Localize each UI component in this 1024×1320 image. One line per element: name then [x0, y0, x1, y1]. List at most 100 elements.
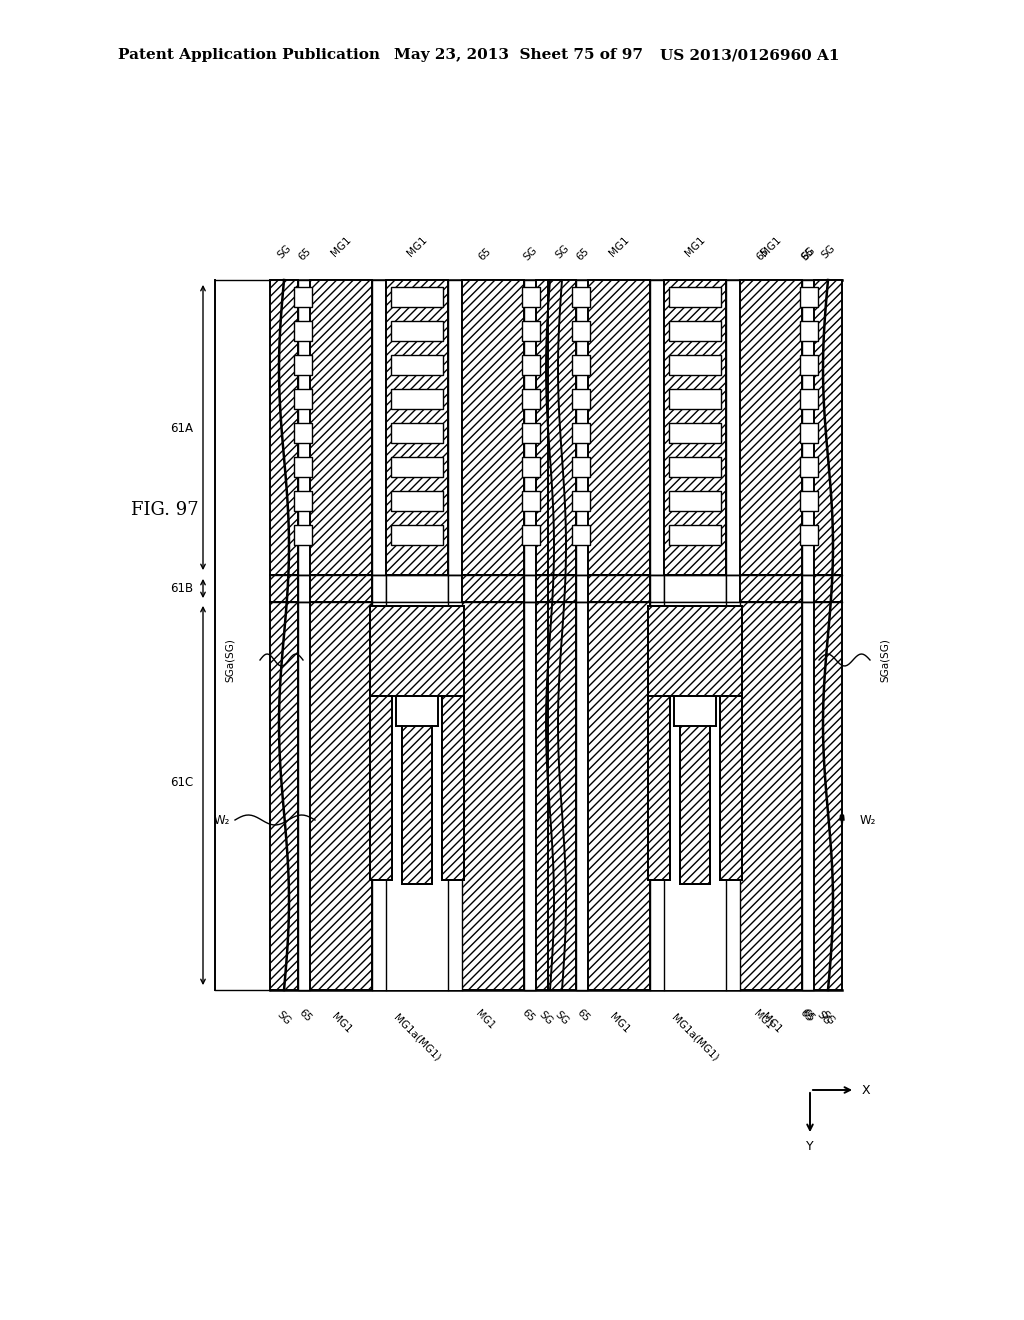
Text: 65: 65: [574, 246, 591, 263]
Bar: [814, 602, 842, 990]
Bar: [740, 576, 802, 602]
Text: MG1: MG1: [474, 1008, 497, 1031]
Bar: [386, 576, 449, 602]
Bar: [372, 280, 386, 576]
Bar: [572, 491, 590, 511]
Bar: [572, 286, 590, 308]
Bar: [575, 602, 588, 990]
Text: FIG. 97: FIG. 97: [131, 502, 199, 519]
Bar: [648, 696, 670, 880]
Bar: [572, 457, 590, 477]
Bar: [802, 280, 814, 576]
Bar: [294, 422, 312, 444]
Text: W₂: W₂: [214, 813, 230, 826]
Text: 65: 65: [800, 246, 816, 263]
Bar: [391, 422, 443, 444]
Text: MG1a(MG1): MG1a(MG1): [670, 1012, 720, 1064]
Text: MG1: MG1: [607, 1011, 631, 1035]
Bar: [669, 457, 721, 477]
Bar: [669, 422, 721, 444]
Text: Y: Y: [806, 1140, 814, 1154]
Bar: [370, 606, 464, 696]
Text: SG: SG: [538, 1010, 555, 1027]
Bar: [294, 491, 312, 511]
Bar: [800, 491, 818, 511]
Bar: [462, 602, 524, 990]
Text: MG1: MG1: [683, 235, 707, 259]
Text: 65: 65: [477, 246, 494, 263]
Bar: [572, 321, 590, 341]
Bar: [294, 321, 312, 341]
Bar: [802, 576, 814, 602]
Bar: [572, 525, 590, 545]
Bar: [270, 280, 298, 576]
Bar: [522, 355, 540, 375]
Bar: [462, 280, 524, 576]
Bar: [402, 726, 432, 884]
Bar: [650, 602, 740, 990]
Bar: [588, 576, 650, 602]
Bar: [449, 576, 462, 602]
Bar: [669, 491, 721, 511]
Bar: [802, 602, 814, 990]
Text: 65: 65: [520, 1007, 537, 1024]
Bar: [588, 602, 650, 990]
Bar: [294, 525, 312, 545]
Bar: [575, 280, 588, 576]
Bar: [572, 389, 590, 409]
Bar: [548, 602, 575, 990]
Bar: [740, 280, 802, 576]
Bar: [572, 422, 590, 444]
Bar: [524, 602, 536, 990]
Bar: [650, 280, 664, 576]
Bar: [548, 280, 575, 576]
Text: May 23, 2013  Sheet 75 of 97: May 23, 2013 Sheet 75 of 97: [394, 49, 643, 62]
Bar: [449, 280, 462, 576]
Bar: [726, 280, 740, 576]
Bar: [391, 321, 443, 341]
Text: MG1: MG1: [759, 1011, 783, 1035]
Text: SG: SG: [553, 1010, 570, 1027]
Text: Patent Application Publication: Patent Application Publication: [118, 49, 380, 62]
Text: MG1: MG1: [759, 235, 783, 259]
Bar: [522, 457, 540, 477]
Bar: [462, 576, 524, 602]
Bar: [669, 389, 721, 409]
Bar: [391, 525, 443, 545]
Bar: [650, 576, 664, 602]
Text: MG1a(MG1): MG1a(MG1): [391, 1012, 442, 1064]
Bar: [800, 457, 818, 477]
Text: SG: SG: [819, 243, 837, 261]
Text: SG: SG: [800, 246, 817, 263]
Text: MG1: MG1: [329, 1011, 353, 1035]
Text: MG1: MG1: [406, 235, 429, 259]
Bar: [294, 355, 312, 375]
Bar: [270, 602, 298, 990]
Bar: [391, 355, 443, 375]
Bar: [664, 576, 726, 602]
Bar: [522, 321, 540, 341]
Text: MG1: MG1: [329, 235, 353, 259]
Bar: [386, 280, 449, 576]
Text: SG: SG: [553, 243, 570, 261]
Bar: [442, 696, 464, 880]
Bar: [648, 606, 742, 696]
Bar: [536, 280, 564, 576]
Bar: [800, 355, 818, 375]
Bar: [298, 576, 310, 602]
Text: 65: 65: [297, 246, 313, 263]
Bar: [800, 422, 818, 444]
Bar: [522, 389, 540, 409]
Text: 61B: 61B: [170, 582, 193, 594]
Text: 65: 65: [800, 1007, 816, 1024]
Bar: [680, 726, 710, 884]
Text: US 2013/0126960 A1: US 2013/0126960 A1: [660, 49, 840, 62]
Bar: [524, 280, 536, 576]
Bar: [298, 280, 310, 576]
Bar: [524, 576, 536, 602]
Bar: [669, 321, 721, 341]
Text: SG: SG: [819, 1010, 837, 1027]
Bar: [669, 286, 721, 308]
Bar: [814, 576, 842, 602]
Bar: [536, 602, 564, 990]
